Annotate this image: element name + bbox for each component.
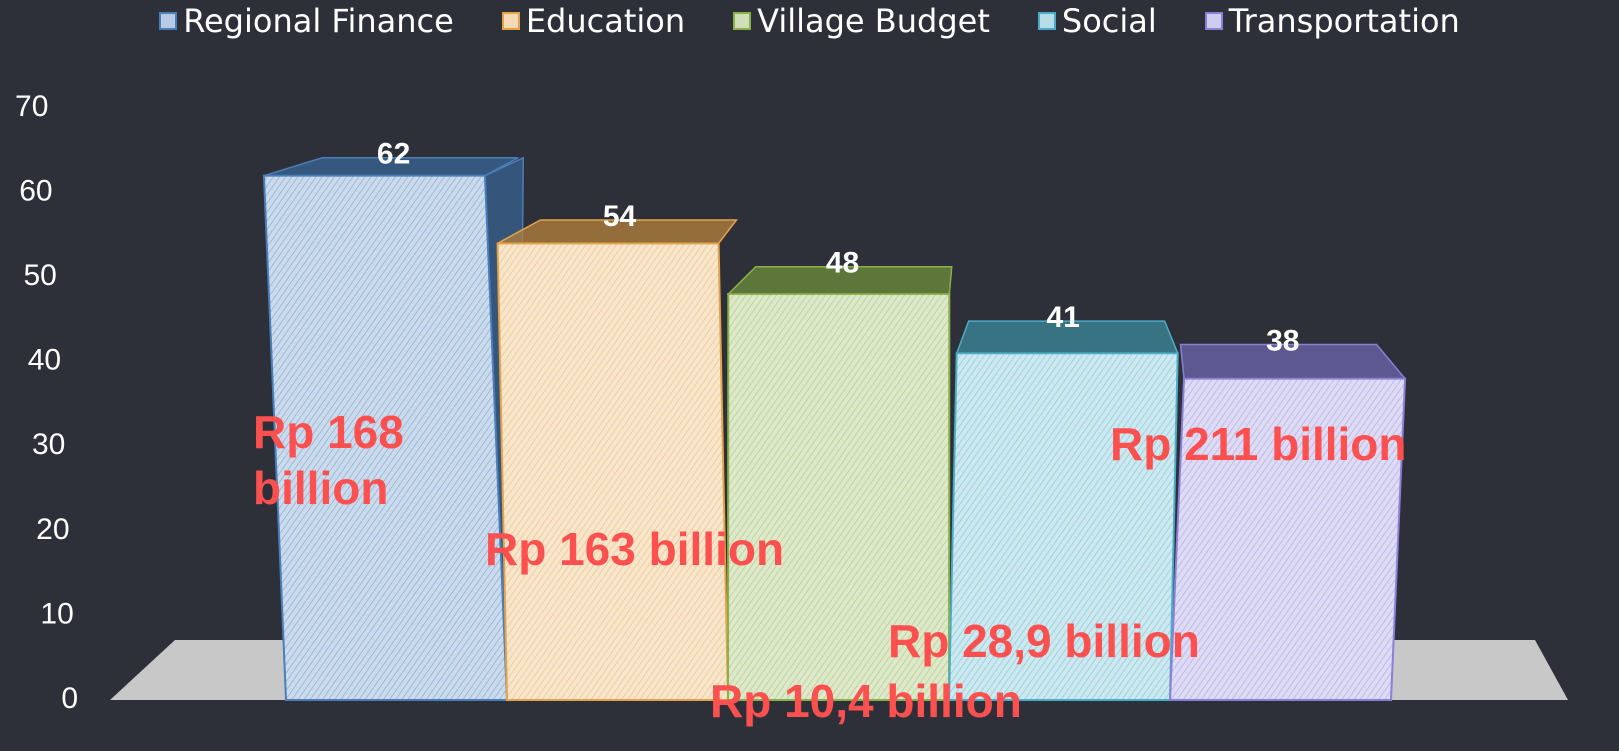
y-tick-label: 70 [15, 90, 48, 123]
value-label: 54 [603, 200, 637, 233]
legend-item: Social [1037, 2, 1157, 40]
y-tick-label: 30 [32, 428, 65, 461]
bar-top [263, 157, 519, 177]
bar-top [726, 265, 953, 295]
value-label: 38 [1266, 324, 1299, 357]
value-label: 62 [377, 138, 410, 171]
y-tick-label: 10 [40, 597, 73, 630]
legend-swatch [1204, 12, 1223, 30]
bar [496, 242, 730, 701]
legend-swatch [1037, 12, 1056, 30]
bar-group [726, 265, 953, 701]
bar-top [955, 320, 1179, 355]
legend-swatch [733, 12, 752, 30]
value-label: 41 [1046, 301, 1079, 334]
annotation: Rp 28,9 billion [888, 615, 1200, 667]
annotation: Rp 10,4 billion [710, 675, 1022, 727]
legend-label: Regional Finance [183, 2, 454, 40]
bar-group [1168, 343, 1407, 701]
y-tick-label: 60 [19, 174, 52, 207]
legend-label: Education [525, 2, 686, 40]
y-tick-label: 40 [28, 344, 61, 377]
bar-top [497, 219, 738, 245]
legend-label: Village Budget [757, 2, 990, 40]
y-tick-label: 20 [36, 513, 69, 546]
legend-swatch [159, 12, 178, 30]
legend-item: Regional Finance [159, 2, 454, 40]
bar-top [1179, 343, 1407, 380]
bar-group [947, 320, 1179, 701]
legend-label: Transportation [1228, 2, 1460, 40]
legend-item: Education [501, 2, 686, 40]
legend-label: Social [1061, 2, 1157, 40]
annotation: Rp 168 billion [253, 406, 404, 514]
annotation: Rp 163 billion [485, 523, 785, 575]
annotation: Rp 211 billion [1110, 418, 1407, 470]
bar-group [496, 219, 738, 701]
legend: Regional Finance Education Village Budget S… [0, 2, 1619, 40]
value-label: 48 [826, 247, 859, 280]
legend-swatch [501, 12, 520, 30]
y-tick-label: 0 [61, 682, 78, 715]
legend-item: Transportation [1204, 2, 1460, 40]
legend-item: Village Budget [733, 2, 990, 40]
y-tick-label: 50 [23, 259, 56, 292]
